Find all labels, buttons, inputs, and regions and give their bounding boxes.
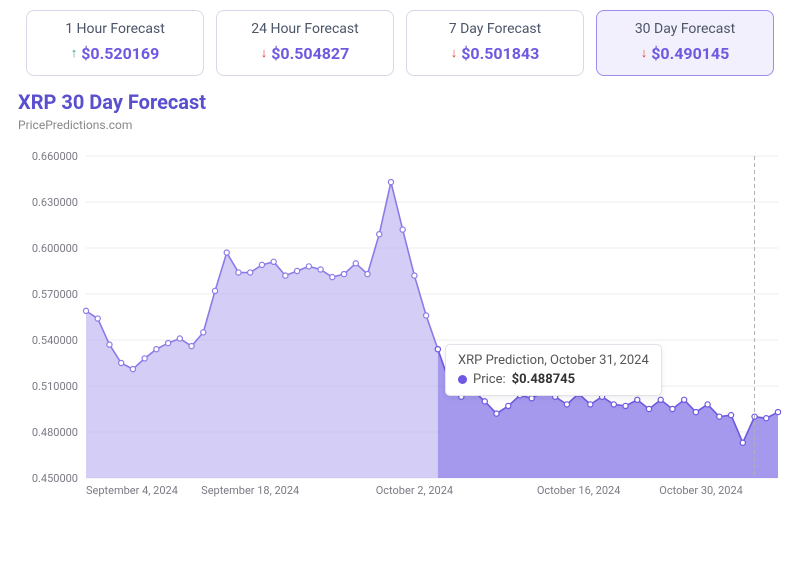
chart-subtitle: PricePredictions.com bbox=[18, 118, 782, 132]
arrow-down-icon: ↓ bbox=[261, 45, 268, 61]
forecast-card-price: ↓$0.490145 bbox=[641, 44, 730, 63]
forecast-card-price: ↑$0.520169 bbox=[71, 44, 160, 63]
svg-text:0.540000: 0.540000 bbox=[32, 334, 78, 347]
forecast-card-price-value: $0.490145 bbox=[651, 44, 729, 63]
forecast-card[interactable]: 30 Day Forecast ↓$0.490145 bbox=[596, 10, 774, 76]
svg-text:0.480000: 0.480000 bbox=[32, 426, 78, 439]
svg-text:September 4, 2024: September 4, 2024 bbox=[86, 484, 178, 497]
arrow-down-icon: ↓ bbox=[451, 45, 458, 61]
svg-text:0.600000: 0.600000 bbox=[32, 242, 78, 255]
arrow-down-icon: ↓ bbox=[641, 45, 648, 61]
forecast-card-title: 30 Day Forecast bbox=[597, 21, 773, 37]
svg-text:October 2, 2024: October 2, 2024 bbox=[376, 484, 453, 497]
forecast-card-price-value: $0.504827 bbox=[271, 44, 349, 63]
forecast-card-price: ↓$0.504827 bbox=[261, 44, 350, 63]
forecast-card-title: 24 Hour Forecast bbox=[217, 21, 393, 37]
forecast-area-chart[interactable]: 0.450000 0.480000 0.510000 0.540000 0.570000… bbox=[18, 146, 782, 526]
svg-text:September 18, 2024: September 18, 2024 bbox=[201, 484, 299, 497]
arrow-up-icon: ↑ bbox=[71, 45, 78, 61]
forecast-card-price: ↓$0.501843 bbox=[451, 44, 540, 63]
forecast-card[interactable]: 1 Hour Forecast ↑$0.520169 bbox=[26, 10, 204, 76]
forecast-card-title: 7 Day Forecast bbox=[407, 21, 583, 37]
forecast-card[interactable]: 7 Day Forecast ↓$0.501843 bbox=[406, 10, 584, 76]
svg-text:0.450000: 0.450000 bbox=[32, 472, 78, 485]
chart-container: 0.450000 0.480000 0.510000 0.540000 0.570000… bbox=[0, 134, 800, 526]
forecast-card[interactable]: 24 Hour Forecast ↓$0.504827 bbox=[216, 10, 394, 76]
svg-text:0.630000: 0.630000 bbox=[32, 196, 78, 209]
svg-text:October 16, 2024: October 16, 2024 bbox=[537, 484, 621, 497]
svg-text:October 30, 2024: October 30, 2024 bbox=[659, 484, 743, 497]
svg-text:0.570000: 0.570000 bbox=[32, 288, 78, 301]
svg-text:0.660000: 0.660000 bbox=[32, 150, 78, 163]
forecast-card-title: 1 Hour Forecast bbox=[27, 21, 203, 37]
svg-text:0.510000: 0.510000 bbox=[32, 380, 78, 393]
forecast-card-price-value: $0.520169 bbox=[81, 44, 159, 63]
chart-title: XRP 30 Day Forecast bbox=[18, 90, 782, 114]
forecast-card-price-value: $0.501843 bbox=[461, 44, 539, 63]
